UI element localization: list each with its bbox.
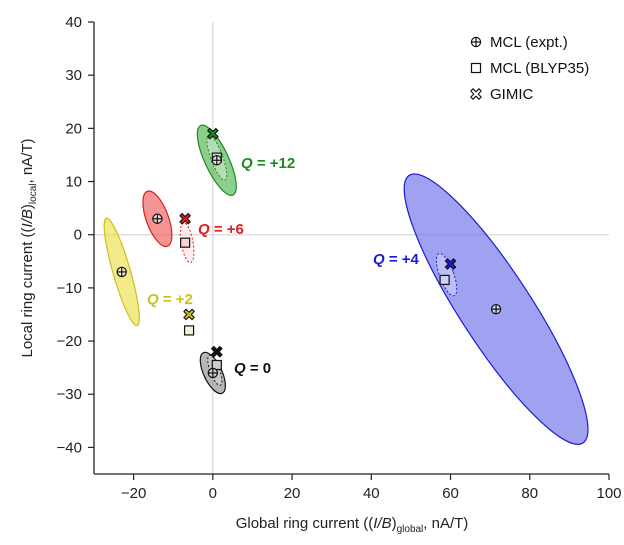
legend-marker [470,36,482,48]
y-tick-label: 30 [65,67,82,84]
expt-marker [490,303,502,315]
expt-marker [116,266,127,278]
y-tick-label: −20 [57,333,82,350]
group-label: Q = +4 [373,251,420,268]
y-tick-label: 40 [65,14,82,31]
gimic-marker [207,127,219,140]
group-label-eq: = [159,291,176,308]
x-tick-label: 60 [442,485,459,502]
legend-marker [470,88,482,100]
group-label-value: +6 [227,221,244,238]
group-label-value: 0 [263,360,271,377]
legend: MCL (expt.) MCL (BLYP35) GIMIC [470,34,589,103]
x-tick-label: −20 [121,485,146,502]
y-tick-label: 0 [74,227,82,244]
axes: −20 0 20 40 60 80 100 −40 −30 −20 −10 0 10 20 30 40 [57,14,622,502]
group-label-q: Q [241,155,253,172]
blyp35-marker [183,325,195,336]
data-markers [116,127,502,379]
group-label-q: Q [234,360,246,377]
gimic-marker [211,345,223,358]
group-label-eq: = [210,221,227,238]
group-label-value: +4 [402,251,420,268]
legend-label: MCL (expt.) [490,34,568,51]
expt-marker [211,155,223,166]
x-tick-label: 80 [521,485,538,502]
y-axis-title: Local ring current ((I/B)local, nA/T) [19,139,39,358]
gimic-marker [183,308,195,321]
x-tick-label: 0 [209,485,217,502]
group-label-q: Q [198,221,210,238]
group-label-eq: = [246,360,263,377]
y-tick-label: 20 [65,120,82,137]
group-label-eq: = [385,251,402,268]
group-label: Q = +2 [147,291,193,308]
expt-marker [152,213,163,224]
group-label: Q = +6 [198,221,244,238]
blyp35-marker [180,237,191,248]
x-tick-label: 100 [596,485,621,502]
group-label-value: +2 [176,291,193,308]
group-label: Q = +12 [241,155,295,172]
y-tick-label: 10 [65,174,82,191]
x-tick-label: 40 [363,485,380,502]
group-label-q: Q [147,291,159,308]
y-ticks: −40 −30 −20 −10 0 10 20 30 40 [57,14,94,456]
legend-label: GIMIC [490,86,533,103]
x-axis-title: Global ring current ((I/B)global, nA/T) [236,515,469,535]
group-label-eq: = [253,155,270,172]
x-tick-label: 20 [284,485,301,502]
expt-marker [207,367,219,379]
blyp35-marker [439,274,450,286]
group-label: Q = 0 [234,360,271,377]
blyp35-marker [211,359,222,371]
legend-label: MCL (BLYP35) [490,60,589,77]
legend-marker [470,62,482,74]
y-tick-label: −40 [57,439,82,456]
y-tick-label: −30 [57,386,82,403]
group-label-value: +12 [270,155,295,172]
gimic-marker [179,213,191,225]
y-tick-label: −10 [57,280,82,297]
x-ticks: −20 0 20 40 60 80 100 [121,474,622,502]
group-labels: Q = +12Q = +6Q = +2Q = 0Q = +4 [147,155,420,377]
gimic-marker [444,258,457,270]
group-label-q: Q [373,251,385,268]
